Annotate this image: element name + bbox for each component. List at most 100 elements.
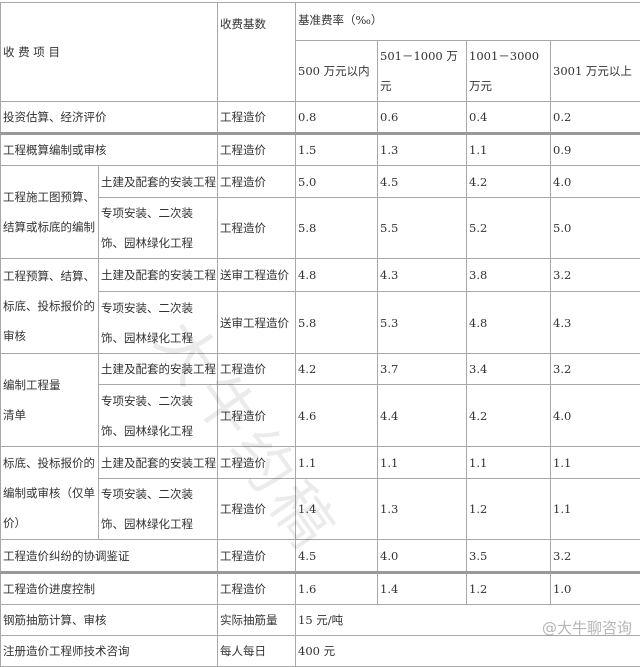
rate: 4.2 bbox=[296, 354, 378, 385]
base: 工程造价 bbox=[218, 385, 296, 447]
rate: 4.3 bbox=[551, 292, 640, 354]
header-rate: 基准费率（‰） bbox=[296, 3, 640, 41]
sub-item: 土建及配套的安装工程 bbox=[99, 354, 218, 385]
base: 工程造价 bbox=[218, 134, 296, 166]
rate: 4.5 bbox=[296, 540, 378, 573]
sub-item: 专项安装、二次装饰、园林绿化工程 bbox=[99, 292, 218, 354]
rate: 1.4 bbox=[378, 573, 467, 605]
base: 送审工程造价 bbox=[218, 292, 296, 354]
rate: 1.2 bbox=[467, 573, 551, 605]
fee: 400 元 bbox=[296, 636, 640, 667]
rate: 0.8 bbox=[296, 102, 378, 134]
item: 工程造价纠纷的协调鉴证 bbox=[1, 540, 218, 573]
header-item: 收 费 项 目 bbox=[1, 3, 218, 102]
rate: 1.1 bbox=[467, 447, 551, 479]
rate: 5.8 bbox=[296, 292, 378, 354]
tier-3: 1001－3000 万元 bbox=[467, 41, 551, 102]
rate: 0.2 bbox=[551, 102, 640, 134]
rate: 0.4 bbox=[467, 102, 551, 134]
sub-item: 土建及配套的安装工程 bbox=[99, 447, 218, 479]
base: 工程造价 bbox=[218, 354, 296, 385]
base: 每人每日 bbox=[218, 636, 296, 667]
base: 工程造价 bbox=[218, 447, 296, 479]
rate: 1.3 bbox=[378, 479, 467, 540]
rate: 1.4 bbox=[296, 479, 378, 540]
item: 标底、投标报价的编制或审核（仅单价） bbox=[1, 447, 99, 540]
tier-2: 501－1000 万元 bbox=[378, 41, 467, 102]
base: 工程造价 bbox=[218, 573, 296, 605]
rate: 1.1 bbox=[296, 447, 378, 479]
rate: 5.3 bbox=[378, 292, 467, 354]
rate: 4.6 bbox=[296, 385, 378, 447]
rate: 0.6 bbox=[378, 102, 467, 134]
item: 注册造价工程师技术咨询 bbox=[1, 636, 218, 667]
rate: 4.8 bbox=[467, 292, 551, 354]
rate: 4.2 bbox=[467, 385, 551, 447]
rate: 1.3 bbox=[378, 134, 467, 166]
item: 工程造价进度控制 bbox=[1, 573, 218, 605]
rate: 0.9 bbox=[551, 134, 640, 166]
sub-item: 专项安装、二次装饰、园林绿化工程 bbox=[99, 479, 218, 540]
rate: 4.0 bbox=[378, 540, 467, 573]
rate: 5.2 bbox=[467, 198, 551, 259]
rate: 3.8 bbox=[467, 259, 551, 292]
rate: 5.8 bbox=[296, 198, 378, 259]
rate: 4.8 bbox=[296, 259, 378, 292]
item: 工程概算编制或审核 bbox=[1, 134, 218, 166]
rate: 3.2 bbox=[551, 354, 640, 385]
header-base: 收费基数 bbox=[218, 3, 296, 102]
rate: 3.2 bbox=[551, 540, 640, 573]
rate: 4.5 bbox=[378, 166, 467, 198]
rate: 3.2 bbox=[551, 259, 640, 292]
sub-item: 专项安装、二次装饰、园林绿化工程 bbox=[99, 198, 218, 259]
rate: 1.1 bbox=[378, 447, 467, 479]
sub-item: 专项安装、二次装饰、园林绿化工程 bbox=[99, 385, 218, 447]
base: 工程造价 bbox=[218, 540, 296, 573]
tier-1: 500 万元以内 bbox=[296, 41, 378, 102]
rate: 1.0 bbox=[551, 573, 640, 605]
rate: 5.5 bbox=[378, 198, 467, 259]
rate: 1.1 bbox=[467, 134, 551, 166]
rate: 1.1 bbox=[551, 447, 640, 479]
rate: 5.0 bbox=[296, 166, 378, 198]
rate: 4.2 bbox=[467, 166, 551, 198]
rate: 1.6 bbox=[296, 573, 378, 605]
base: 工程造价 bbox=[218, 102, 296, 134]
rate: 3.7 bbox=[378, 354, 467, 385]
base: 实际抽筋量 bbox=[218, 605, 296, 636]
rate: 1.5 bbox=[296, 134, 378, 166]
rate: 4.3 bbox=[378, 259, 467, 292]
item: 编制工程量清单 bbox=[1, 354, 99, 447]
rate: 4.0 bbox=[551, 166, 640, 198]
rate: 5.0 bbox=[551, 198, 640, 259]
item: 投资估算、经济评价 bbox=[1, 102, 218, 134]
rate: 4.0 bbox=[551, 385, 640, 447]
base: 工程造价 bbox=[218, 166, 296, 198]
fee: 15 元/吨 bbox=[296, 605, 640, 636]
sub-item: 土建及配套的安装工程 bbox=[99, 259, 218, 292]
item: 钢筋抽筋计算、审核 bbox=[1, 605, 218, 636]
rate: 3.5 bbox=[467, 540, 551, 573]
rate: 4.4 bbox=[378, 385, 467, 447]
rate: 1.1 bbox=[551, 479, 640, 540]
item: 工程施工图预算、结算或标底的编制 bbox=[1, 166, 99, 259]
sub-item: 土建及配套的安装工程 bbox=[99, 166, 218, 198]
rate: 3.4 bbox=[467, 354, 551, 385]
tier-4: 3001 万元以上 bbox=[551, 41, 640, 102]
rate: 1.2 bbox=[467, 479, 551, 540]
base: 工程造价 bbox=[218, 198, 296, 259]
base: 送审工程造价 bbox=[218, 259, 296, 292]
item: 工程预算、结算、标底、投标报价的审核 bbox=[1, 259, 99, 354]
base: 工程造价 bbox=[218, 479, 296, 540]
